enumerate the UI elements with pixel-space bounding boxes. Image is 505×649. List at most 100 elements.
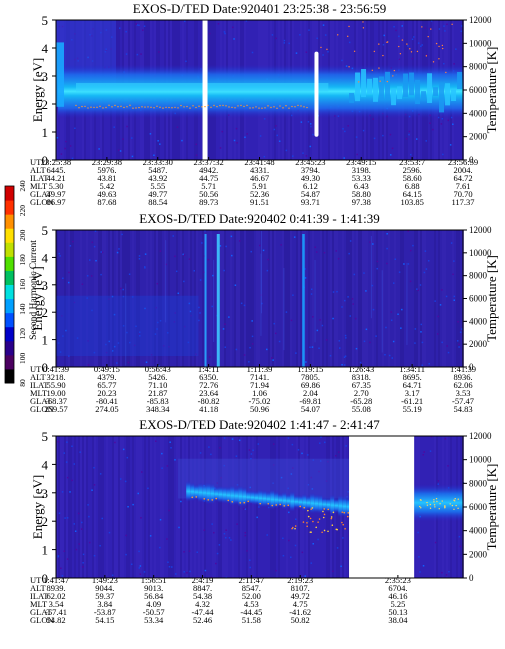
heatmap-pixel — [158, 365, 160, 367]
heatmap-band-segment — [190, 482, 195, 501]
heatmap-pixel — [385, 326, 387, 329]
ephemeris-value: 46.16 — [388, 591, 407, 601]
heatmap-spike — [260, 253, 262, 336]
temperature-point — [315, 526, 317, 529]
temperature-point — [159, 106, 161, 109]
heatmap-pixel — [318, 347, 320, 349]
temperature-point — [216, 105, 218, 108]
heatmap-column — [384, 230, 386, 367]
heatmap-pixel — [88, 541, 91, 544]
heatmap-pixel — [216, 482, 219, 484]
heatmap-pixel — [310, 125, 312, 128]
panel-3: EXOS-D/TED Date:920402 1:41:47 - 2:41:47… — [30, 417, 499, 625]
heatmap — [56, 20, 464, 161]
heatmap-pixel — [171, 566, 173, 568]
heatmap-pixel — [421, 341, 424, 344]
heatmap-pixel — [347, 296, 349, 298]
heatmap-column — [254, 230, 256, 367]
heatmap-band-segment — [322, 496, 327, 512]
heatmap-band-segment — [361, 69, 367, 98]
heatmap-pixel — [448, 570, 450, 573]
ephemeris-value: 41.18 — [199, 404, 218, 414]
heatmap-pixel — [234, 284, 237, 286]
heatmap-pixel — [105, 343, 107, 346]
temperature-point — [126, 106, 128, 108]
heatmap-pixel — [392, 340, 395, 343]
heatmap-pixel — [73, 463, 76, 465]
colorbar-tick-label: 240 — [18, 180, 27, 192]
heatmap-column — [460, 230, 462, 367]
temperature-point — [347, 35, 349, 38]
colorbar-segment — [5, 228, 14, 243]
heatmap-pixel — [186, 572, 188, 574]
heatmap-column — [82, 230, 84, 367]
heatmap-column — [410, 230, 412, 367]
colorbar-tick-label: 140 — [18, 303, 27, 315]
heatmap-column — [194, 230, 196, 367]
temperature-point — [410, 51, 413, 53]
heatmap-pixel — [211, 305, 213, 308]
ephemeris-value: 23:45:23 — [295, 157, 325, 167]
heatmap-pixel — [319, 319, 321, 321]
heatmap-pixel — [183, 551, 185, 553]
heatmap-pixel — [224, 536, 227, 539]
heatmap-pixel — [418, 556, 420, 558]
heatmap-pixel — [432, 128, 434, 131]
heatmap-pixel — [390, 154, 392, 156]
temperature-point — [243, 501, 246, 504]
temperature-point — [317, 521, 319, 523]
heatmap-band-core — [76, 83, 329, 92]
heatmap-column — [132, 436, 134, 578]
temperature-point — [327, 530, 329, 533]
heatmap-spike — [283, 267, 285, 351]
heatmap-band-segment — [373, 77, 379, 102]
heatmap-band-segment — [254, 490, 259, 506]
temperature-point — [307, 509, 309, 512]
heatmap-column — [296, 230, 298, 367]
temperature-point — [207, 499, 210, 501]
heatmap-pixel — [420, 323, 423, 326]
heatmap-spike — [370, 236, 372, 319]
heatmap-pixel — [310, 476, 313, 479]
heatmap-pixel — [250, 250, 252, 253]
ephemeris-value: 348.34 — [146, 404, 170, 414]
temperature-point — [234, 107, 236, 109]
heatmap-pixel — [305, 51, 308, 53]
heatmap-pixel — [332, 317, 334, 320]
y2-tick-label: 6000 — [469, 294, 488, 304]
heatmap-pixel — [127, 505, 129, 508]
heatmap-column — [208, 230, 210, 367]
temperature-point — [341, 511, 344, 513]
heatmap-pixel — [300, 121, 303, 123]
heatmap-column — [326, 230, 328, 367]
heatmap-column — [246, 230, 248, 367]
ephemeris-value: 1:11:39 — [247, 364, 273, 374]
heatmap-pixel — [114, 441, 116, 444]
heatmap-pixel — [215, 562, 217, 565]
heatmap-pixel — [243, 508, 245, 510]
heatmap-pixel — [446, 23, 448, 26]
heatmap-column — [106, 230, 108, 367]
ephemeris-value: -61.21 — [401, 396, 423, 406]
heatmap-spike — [204, 234, 207, 367]
heatmap-pixel — [144, 253, 147, 255]
heatmap-pixel — [355, 136, 358, 138]
y2-tick-label: 12000 — [469, 431, 492, 441]
temperature-point — [426, 501, 428, 504]
ephemeris-value: 9013. — [144, 583, 163, 593]
heatmap-band-segment — [282, 491, 287, 510]
heatmap-pixel — [138, 550, 140, 553]
heatmap-column — [88, 230, 90, 367]
heatmap-pixel — [310, 562, 313, 564]
heatmap-pixel — [209, 356, 211, 358]
heatmap-pixel — [310, 293, 313, 295]
heatmap-column — [168, 436, 170, 578]
temperature-point — [438, 45, 440, 48]
temperature-point — [273, 106, 275, 108]
heatmap-pixel — [267, 506, 270, 509]
heatmap-pixel — [211, 523, 213, 525]
heatmap-pixel — [369, 341, 371, 344]
temperature-point — [332, 511, 335, 514]
temperature-point — [228, 106, 230, 108]
heatmap-pixel — [458, 346, 460, 348]
